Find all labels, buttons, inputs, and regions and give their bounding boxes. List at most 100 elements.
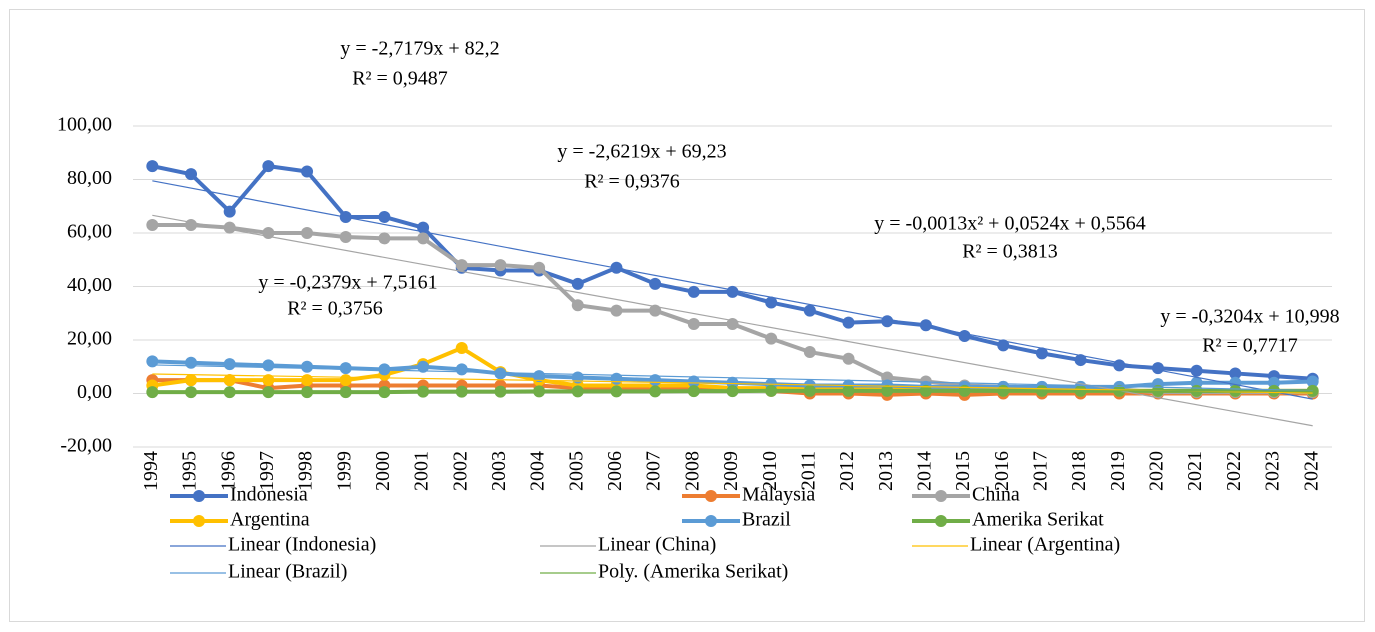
trendline-equation: y = -0,3204x + 10,998 bbox=[1160, 306, 1339, 328]
series-marker bbox=[301, 386, 314, 399]
x-tick-label: 1999 bbox=[333, 451, 355, 491]
series-marker bbox=[649, 277, 662, 290]
x-tick-label: 2020 bbox=[1146, 451, 1168, 491]
x-tick-label: 2006 bbox=[604, 451, 626, 491]
series-marker bbox=[223, 221, 236, 234]
series-marker bbox=[803, 346, 816, 359]
legend-label: Argentina bbox=[230, 509, 310, 531]
series-marker bbox=[687, 285, 700, 298]
series-marker bbox=[571, 277, 584, 290]
legend-marker bbox=[705, 490, 717, 502]
series-marker bbox=[494, 367, 507, 380]
x-tick-label: 2012 bbox=[836, 451, 858, 491]
x-tick-label: 2013 bbox=[875, 451, 897, 491]
trendline-equation: R² = 0,3813 bbox=[962, 241, 1058, 263]
x-tick-label: 2014 bbox=[913, 451, 935, 491]
x-tick-label: 1998 bbox=[295, 451, 317, 491]
x-tick-label: 2015 bbox=[952, 451, 974, 491]
legend-label: Malaysia bbox=[742, 484, 815, 506]
x-tick-label: 2018 bbox=[1068, 451, 1090, 491]
x-tick-label: 2011 bbox=[797, 451, 819, 490]
series-marker bbox=[146, 386, 159, 399]
series-marker bbox=[842, 316, 855, 329]
series-marker bbox=[1229, 367, 1242, 380]
y-tick-label: 40,00 bbox=[67, 274, 112, 296]
series-marker bbox=[185, 168, 198, 181]
trendline bbox=[152, 390, 1313, 393]
x-tick-label: 2016 bbox=[991, 451, 1013, 491]
legend-marker bbox=[193, 515, 205, 527]
series-marker bbox=[339, 362, 352, 375]
legend-marker bbox=[935, 490, 947, 502]
x-tick-label: 2000 bbox=[372, 451, 394, 491]
series-marker bbox=[726, 285, 739, 298]
trendline bbox=[152, 364, 1313, 392]
series-marker bbox=[223, 358, 236, 371]
x-tick-label: 2009 bbox=[720, 451, 742, 491]
series-marker bbox=[765, 296, 778, 309]
series-marker bbox=[262, 374, 275, 387]
series-marker bbox=[339, 374, 352, 387]
legend-label: Brazil bbox=[742, 509, 791, 531]
y-tick-label: -20,00 bbox=[60, 435, 112, 457]
legend-label: Amerika Serikat bbox=[972, 509, 1104, 531]
series-marker bbox=[417, 360, 430, 373]
series-marker bbox=[339, 386, 352, 399]
series-marker bbox=[378, 386, 391, 399]
series-marker bbox=[301, 360, 314, 373]
series-marker bbox=[1190, 364, 1203, 377]
series-marker bbox=[455, 342, 468, 355]
series-marker bbox=[1035, 347, 1048, 360]
series-marker bbox=[958, 329, 971, 342]
series-marker bbox=[1113, 359, 1126, 372]
x-tick-label: 2007 bbox=[643, 451, 665, 491]
series-marker bbox=[185, 356, 198, 369]
series-marker bbox=[765, 332, 778, 345]
x-tick-label: 2021 bbox=[1184, 451, 1206, 491]
series-marker bbox=[610, 304, 623, 317]
series-marker bbox=[417, 232, 430, 245]
legend-marker bbox=[935, 515, 947, 527]
x-tick-label: 2005 bbox=[565, 451, 587, 491]
series-marker bbox=[223, 205, 236, 218]
trendline-equation: R² = 0,3756 bbox=[287, 298, 383, 320]
series-marker bbox=[185, 218, 198, 231]
series-marker bbox=[378, 363, 391, 376]
series-marker bbox=[919, 319, 932, 332]
series-marker bbox=[378, 232, 391, 245]
series-marker bbox=[262, 160, 275, 173]
series-marker bbox=[803, 304, 816, 317]
trendline-equation: R² = 0,9487 bbox=[352, 68, 448, 90]
legend-label: Linear (Brazil) bbox=[228, 561, 347, 583]
series-marker bbox=[533, 261, 546, 274]
series-marker bbox=[378, 210, 391, 223]
series-marker bbox=[1074, 354, 1087, 367]
trendline-equation: R² = 0,7717 bbox=[1202, 335, 1298, 357]
trendline-equation: y = -0,0013x² + 0,0524x + 0,5564 bbox=[874, 213, 1146, 235]
y-tick-label: 80,00 bbox=[67, 167, 112, 189]
series-marker bbox=[687, 317, 700, 330]
x-tick-label: 2003 bbox=[488, 451, 510, 491]
series-marker bbox=[455, 363, 468, 376]
series-marker bbox=[262, 359, 275, 372]
x-tick-label: 1994 bbox=[140, 451, 162, 491]
x-tick-label: 1995 bbox=[179, 451, 201, 491]
series-marker bbox=[726, 376, 739, 389]
series-marker bbox=[997, 339, 1010, 352]
legend-label: Linear (Argentina) bbox=[970, 534, 1120, 556]
x-tick-label: 2017 bbox=[1030, 451, 1052, 491]
x-tick-label: 1996 bbox=[217, 451, 239, 491]
series-marker bbox=[301, 165, 314, 178]
legend-label: Linear (China) bbox=[598, 534, 716, 556]
series-marker bbox=[146, 160, 159, 173]
series-marker bbox=[1306, 375, 1319, 388]
trendline bbox=[152, 180, 1313, 400]
series-marker bbox=[185, 374, 198, 387]
series-marker bbox=[687, 375, 700, 388]
y-tick-label: 20,00 bbox=[67, 328, 112, 350]
legend-marker bbox=[193, 490, 205, 502]
series-marker bbox=[494, 259, 507, 272]
x-tick-label: 1997 bbox=[256, 451, 278, 491]
series-marker bbox=[455, 259, 468, 272]
x-tick-label: 2022 bbox=[1223, 451, 1245, 491]
